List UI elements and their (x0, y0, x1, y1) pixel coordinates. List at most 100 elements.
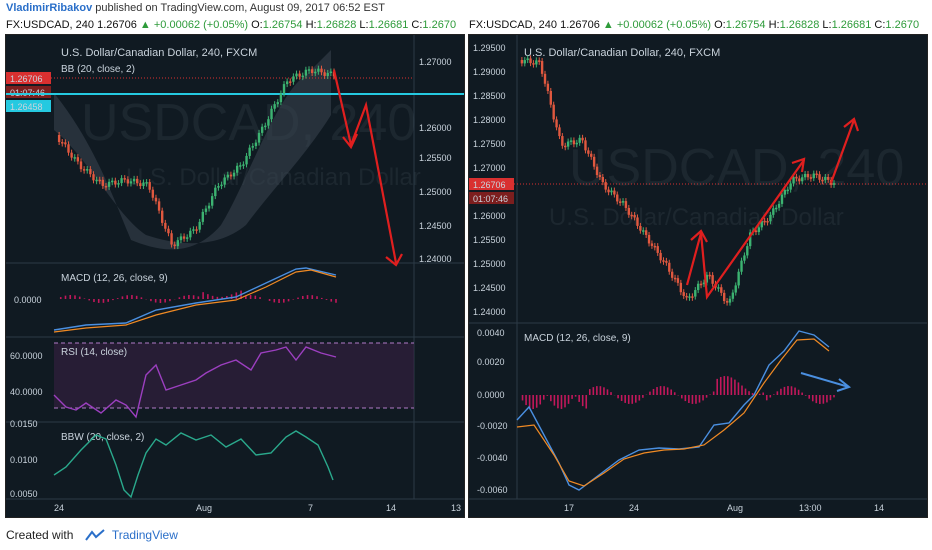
bbw-line (53, 430, 334, 499)
candle-body (326, 72, 329, 76)
candle-body (766, 221, 769, 223)
publish-bar: VladimirRibakov published on TradingView… (0, 0, 932, 17)
candle-body (114, 180, 117, 185)
price-tick: 1.29500 (473, 43, 506, 53)
ticker-high-label: H: (768, 19, 780, 31)
ticker-symbol: FX:USDCAD, 240 (6, 19, 95, 31)
price-tag-text: 1.26706 (473, 180, 506, 190)
candle-body (659, 252, 662, 261)
candle-body (618, 201, 622, 203)
candle-body (786, 189, 789, 192)
ticker-close: 1.2670 (422, 19, 457, 31)
candle-body (298, 73, 301, 77)
ticker-left: FX:USDCAD, 240 1.26706 ▲ +0.00062 (+0.05… (6, 17, 456, 33)
candle-body (592, 156, 596, 167)
time-tick: Aug (727, 503, 743, 513)
candle-body (815, 173, 818, 176)
candle-body (248, 147, 251, 156)
red-arrow-up-drawing[interactable] (685, 117, 860, 301)
indicator-label[interactable]: BB (20, close, 2) (61, 64, 135, 75)
candle-body (270, 108, 273, 120)
candle-body (323, 72, 326, 76)
candle-body (264, 125, 267, 128)
ticker-open-label: O: (251, 19, 263, 31)
price-axis[interactable]: 1.29500 1.29000 1.28500 1.28000 1.27500 … (473, 43, 506, 317)
time-tick: 7 (308, 503, 313, 513)
candle-body (310, 69, 314, 74)
candle-body (123, 178, 126, 180)
candle-body (737, 271, 740, 286)
candle-body (198, 221, 201, 230)
tradingview-brand-link[interactable]: TradingView (111, 528, 178, 542)
candle-body (195, 229, 198, 231)
candle-body (526, 58, 529, 61)
candle-body (803, 173, 807, 178)
candle-body (314, 71, 317, 74)
right-chart-panel[interactable]: USDCAD, 240 U.S. Dollar/Canadian Dollar … (468, 34, 928, 518)
watermark: USDCAD, 240 (569, 139, 904, 197)
candle-body (251, 146, 254, 148)
author-link[interactable]: VladimirRibakov (6, 2, 93, 14)
candle-body (699, 283, 703, 286)
candle-body (821, 179, 824, 182)
candle-body (639, 225, 642, 231)
macd-label[interactable]: MACD (12, 26, close, 9) (524, 333, 631, 344)
rsi-label[interactable]: RSI (14, close) (61, 347, 127, 358)
red-arrow-down-drawing[interactable] (332, 69, 403, 267)
time-tick: 17 (564, 503, 574, 513)
ticker-open: 1.26754 (262, 19, 303, 31)
ticker-close-label: C: (874, 19, 886, 31)
candlestick-series (57, 65, 336, 250)
rsi-line (53, 346, 337, 419)
candle-body (610, 190, 613, 193)
candle-body (520, 60, 524, 64)
price-tick: 1.28000 (473, 115, 506, 125)
candle-body (546, 83, 550, 91)
chart-title: U.S. Dollar/Canadian Dollar, 240, FXCM (524, 47, 720, 59)
candle-body (777, 203, 781, 208)
time-axis[interactable]: 17 24 Aug 13:00 14 (564, 503, 884, 513)
candle-body (120, 178, 123, 184)
candle-body (214, 187, 217, 197)
macd-label[interactable]: MACD (12, 26, close, 9) (61, 273, 168, 284)
candle-body (653, 245, 657, 248)
candle-body (792, 176, 795, 184)
bollinger-band-fill (54, 50, 331, 250)
candle-body (665, 260, 668, 263)
time-tick: 13 (451, 503, 461, 513)
candle-body (746, 246, 749, 256)
candle-body (142, 182, 145, 187)
candle-body (70, 152, 73, 158)
price-axis[interactable]: 1.27000 1.26000 1.25500 1.25000 1.24500 … (419, 57, 452, 264)
candle-body (668, 262, 671, 272)
blue-arrow-drawing[interactable] (800, 372, 852, 392)
candle-body (111, 180, 114, 183)
candle-body (132, 178, 136, 182)
left-chart-panel[interactable]: USDCAD, 240 U.S. Dollar/Canadian Dollar … (5, 34, 465, 518)
candle-body (79, 161, 83, 170)
candle-body (164, 222, 167, 229)
candle-body (590, 153, 593, 157)
candle-body (688, 296, 691, 298)
candle-body (223, 177, 226, 185)
candle-body (145, 182, 148, 184)
publish-info: published on TradingView.com, August 09,… (92, 2, 385, 14)
candle-body (540, 61, 544, 74)
candle-body (644, 230, 648, 235)
bbw-tick: 0.0050 (10, 489, 38, 499)
candle-body (627, 207, 631, 215)
price-tick: 1.25000 (473, 259, 506, 269)
candle-body (229, 174, 233, 177)
candle-body (107, 181, 111, 187)
candle-body (320, 68, 323, 73)
price-tick: 1.24000 (473, 307, 506, 317)
candle-body (809, 177, 813, 179)
ticker-symbol: FX:USDCAD, 240 (469, 19, 558, 31)
price-tick: 1.26000 (473, 211, 506, 221)
time-axis[interactable]: 24 Aug 7 14 13 (54, 503, 461, 513)
candle-body (656, 246, 659, 253)
candle-body (307, 69, 311, 71)
ticker-price: 1.26706 (97, 19, 137, 31)
up-arrow-icon: ▲ (139, 19, 151, 31)
candle-body (217, 186, 220, 188)
